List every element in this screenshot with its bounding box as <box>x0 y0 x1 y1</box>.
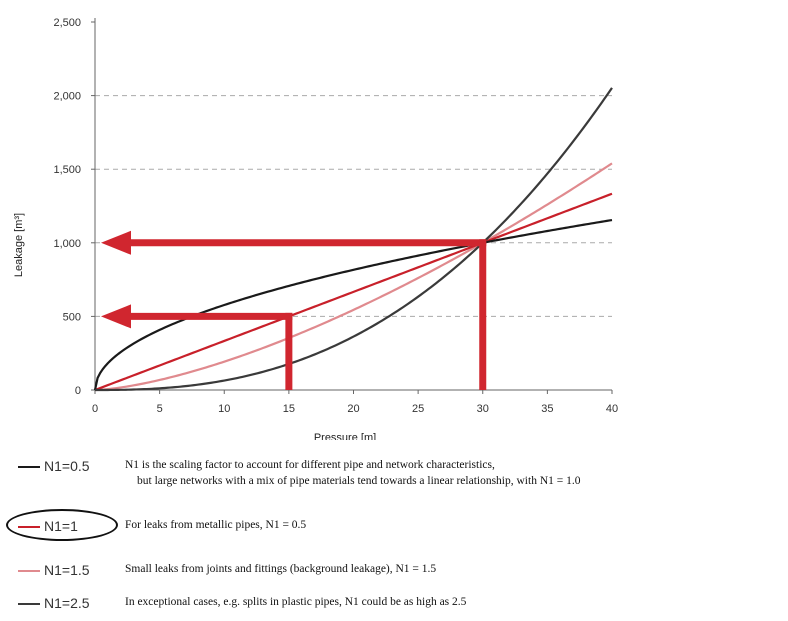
legend-description: N1 is the scaling factor to account for … <box>125 459 495 471</box>
series-line-n1-2-5 <box>95 87 613 392</box>
arrow-head-1 <box>101 230 131 255</box>
legend-item-n1-0-5: N1=0.5 N1 is the scaling factor to accou… <box>0 455 788 487</box>
legend-series-name: N1=1 <box>44 518 78 534</box>
x-tick-label: 20 <box>347 403 359 415</box>
y-tick-label: 500 <box>63 311 81 323</box>
legend-item-n1-1: N1=1 For leaks from metallic pipes, N1 =… <box>0 509 788 541</box>
tick-labels: 0 500 1,000 1,500 2,000 2,500 0 5 10 15 20 25 30 35 40 <box>53 17 618 415</box>
y-tick-label: 2,500 <box>53 17 81 29</box>
arrow-head-2 <box>101 304 131 329</box>
x-tick-label: 40 <box>606 403 618 415</box>
series-lines <box>93 87 613 392</box>
legend-description-continued: but large networks with a mix of pipe ma… <box>137 475 581 487</box>
axes <box>94 18 612 391</box>
y-tick-label: 1,000 <box>53 238 81 250</box>
legend-item-n1-1-5: N1=1.5 Small leaks from joints and fitti… <box>0 559 788 583</box>
legend-description: Small leaks from joints and fittings (ba… <box>125 563 437 575</box>
x-tick-label: 10 <box>218 403 230 415</box>
x-tick-label: 15 <box>283 403 295 415</box>
legend-swatch <box>18 526 40 528</box>
x-tick-label: 35 <box>541 403 553 415</box>
x-tick-label: 30 <box>477 403 489 415</box>
legend-swatch <box>18 466 40 468</box>
legend-description: For leaks from metallic pipes, N1 = 0.5 <box>125 519 307 531</box>
legend-series-name: N1=1.5 <box>44 562 90 578</box>
legend-description: In exceptional cases, e.g. splits in pla… <box>125 596 467 608</box>
y-tick-label: 1,500 <box>53 164 81 176</box>
series-line-n1-1-5 <box>94 162 613 392</box>
annotation-arrows <box>101 230 487 390</box>
highlight-circle <box>6 509 118 541</box>
series-line-n1-1 <box>94 192 613 392</box>
legend-series-name: N1=2.5 <box>44 595 90 611</box>
legend-item-n1-2-5: N1=2.5 In exceptional cases, e.g. splits… <box>0 592 788 616</box>
legend-swatch <box>18 603 40 605</box>
y-tick-label: 2,000 <box>53 91 81 103</box>
x-tick-label: 5 <box>157 403 163 415</box>
y-tick-label: 0 <box>75 385 81 397</box>
legend-series-name: N1=0.5 <box>44 458 90 474</box>
x-tick-label: 25 <box>412 403 424 415</box>
x-tick-label: 0 <box>92 403 98 415</box>
gridlines <box>95 95 612 317</box>
y-axis-label: Leakage [m³] <box>13 213 25 277</box>
x-axis-label: Pressure [m] <box>314 432 376 440</box>
legend-swatch <box>18 570 40 572</box>
series-line-n1-0-5 <box>93 218 613 391</box>
leakage-pressure-chart: 0 500 1,000 1,500 2,000 2,500 0 5 10 15 20 25 30 35 40… <box>13 17 618 440</box>
